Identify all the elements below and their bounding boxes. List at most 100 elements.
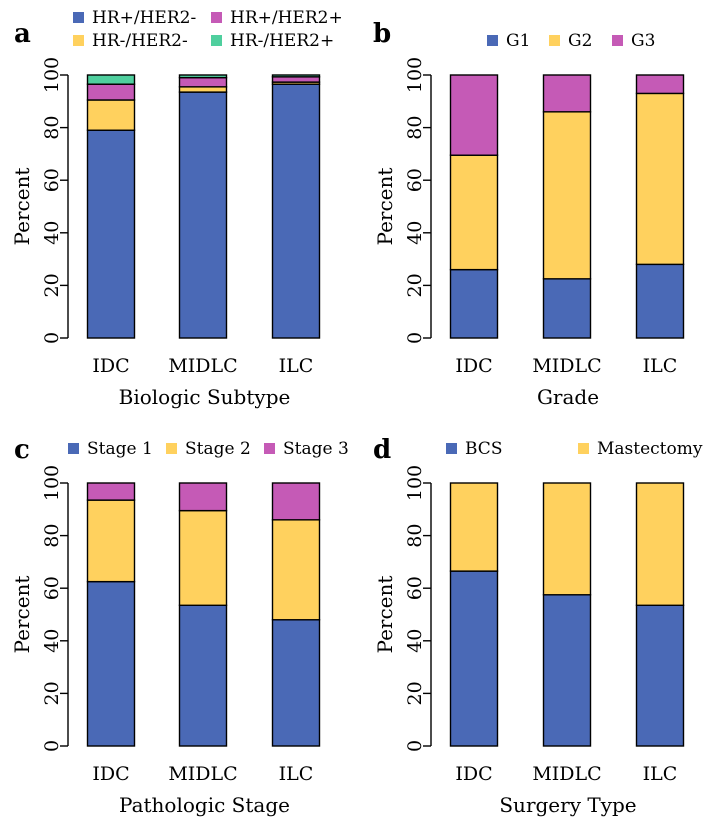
panel-letter-a: a — [14, 19, 31, 49]
bar-segment-midlc-2 — [542, 111, 592, 280]
y-tick-label: 60 — [41, 576, 63, 600]
y-tick-label: 20 — [404, 681, 426, 705]
bar-segment-idc-1 — [86, 129, 136, 339]
x-tick-label: ILC — [279, 355, 314, 377]
bar-segment-idc-3 — [86, 83, 136, 101]
bar-segment-idc-1 — [449, 570, 499, 747]
bar-segment-ilc-2 — [271, 519, 321, 621]
legend-label: Stage 3 — [283, 439, 349, 459]
x-tick-label: MIDLC — [532, 763, 601, 785]
x-tick-label: MIDLC — [532, 355, 601, 377]
legend-marker — [612, 35, 623, 46]
bar-segment-idc-3 — [86, 482, 136, 501]
y-tick-label: 0 — [404, 740, 426, 752]
legend-marker — [211, 35, 222, 46]
bar-segment-midlc-3 — [178, 76, 228, 88]
y-tick-label: 40 — [41, 629, 63, 653]
y-tick-label: 60 — [404, 576, 426, 600]
legend-label: HR+/HER2- — [92, 8, 196, 28]
x-tick-label: IDC — [455, 763, 492, 785]
bar-segment-ilc-1 — [271, 619, 321, 747]
panel-c: c 0 20 40 60 80 100 Percent IDC MIDLC ILC Pathologi… — [10, 435, 349, 817]
bar-segment-idc-2 — [449, 154, 499, 271]
y-axis-label: Percent — [10, 576, 34, 654]
bar-segment-ilc-1 — [635, 604, 685, 747]
y-tick-label: 100 — [41, 465, 63, 501]
legend-label: G1 — [506, 31, 530, 51]
panel-letter-b: b — [373, 19, 391, 49]
bar-segment-midlc-3 — [542, 74, 592, 113]
y-tick-label: 40 — [41, 221, 63, 245]
y-tick-label: 0 — [41, 740, 63, 752]
legend-label: Mastectomy — [597, 439, 703, 459]
x-axis-label: Grade — [537, 385, 599, 409]
bar-segment-ilc-1 — [271, 83, 321, 339]
x-tick-label: IDC — [92, 355, 129, 377]
bar-segment-idc-4 — [86, 74, 136, 85]
x-tick-label: IDC — [455, 355, 492, 377]
y-axis-label: Percent — [373, 576, 397, 654]
y-tick-label: 20 — [41, 273, 63, 297]
legend-marker — [166, 443, 177, 454]
bar-segment-idc-1 — [86, 580, 136, 747]
x-tick-label: MIDLC — [168, 355, 237, 377]
x-axis-label: Biologic Subtype — [119, 385, 291, 409]
bar-segment-midlc-3 — [178, 482, 228, 512]
legend-label: G2 — [568, 31, 592, 51]
x-tick-label: ILC — [279, 763, 314, 785]
bar-segment-idc-1 — [449, 268, 499, 339]
legend-marker — [264, 443, 275, 454]
legend-label: Stage 2 — [185, 439, 251, 459]
x-axis-label: Pathologic Stage — [119, 793, 290, 817]
legend-label: BCS — [465, 439, 502, 459]
bar-segment-idc-2 — [86, 499, 136, 583]
bar-segment-midlc-1 — [542, 278, 592, 339]
panel-d: d 0 20 40 60 80 100 Percent IDC MIDLC ILC Surgery T… — [373, 435, 703, 817]
y-tick-label: 0 — [404, 332, 426, 344]
y-tick-label: 20 — [41, 681, 63, 705]
panel-letter-c: c — [14, 435, 30, 465]
bar-segment-ilc-1 — [635, 263, 685, 339]
y-tick-label: 100 — [404, 465, 426, 501]
bar-segment-ilc-3 — [271, 482, 321, 521]
bar-segment-midlc-4 — [178, 74, 228, 79]
y-axis-label: Percent — [373, 168, 397, 246]
y-tick-label: 80 — [41, 116, 63, 140]
y-tick-label: 60 — [404, 168, 426, 192]
panel-a: a 0 20 40 60 80 100 Percent IDC MIDLC ILC Biologic … — [10, 8, 343, 409]
legend-marker — [73, 12, 84, 23]
legend-label: Stage 1 — [87, 439, 153, 459]
x-tick-label: IDC — [92, 763, 129, 785]
legend-label: HR+/HER2+ — [230, 8, 343, 28]
x-tick-label: MIDLC — [168, 763, 237, 785]
x-tick-label: ILC — [643, 763, 678, 785]
legend-marker — [549, 35, 560, 46]
legend-marker — [68, 443, 79, 454]
legend-marker — [73, 35, 84, 46]
y-tick-label: 60 — [41, 168, 63, 192]
bar-segment-ilc-4 — [271, 74, 321, 78]
legend-marker — [578, 443, 589, 454]
y-tick-label: 80 — [404, 116, 426, 140]
legend-marker — [487, 35, 498, 46]
y-tick-label: 40 — [404, 221, 426, 245]
bar-segment-idc-3 — [449, 74, 499, 156]
bar-segment-ilc-3 — [271, 76, 321, 83]
x-axis-label: Surgery Type — [499, 793, 636, 817]
bar-segment-ilc-3 — [635, 74, 685, 95]
legend-label: HR-/HER2- — [92, 31, 188, 51]
y-tick-label: 80 — [404, 524, 426, 548]
y-axis-label: Percent — [10, 168, 34, 246]
y-tick-label: 40 — [404, 629, 426, 653]
bar-segment-midlc-1 — [178, 91, 228, 339]
bar-segment-ilc-2 — [635, 92, 685, 266]
y-tick-label: 0 — [41, 332, 63, 344]
y-tick-label: 100 — [41, 57, 63, 93]
legend-marker — [446, 443, 457, 454]
bar-segment-midlc-1 — [178, 604, 228, 747]
legend-label: G3 — [631, 31, 655, 51]
x-tick-label: ILC — [643, 355, 678, 377]
bar-segment-midlc-2 — [178, 509, 228, 606]
y-tick-label: 100 — [404, 57, 426, 93]
